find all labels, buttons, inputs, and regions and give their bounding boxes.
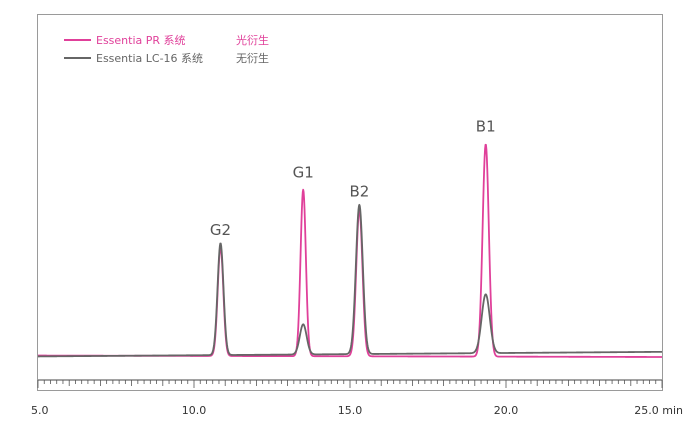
- series-layer: [37, 143, 663, 358]
- x-tick-label: 5.0: [31, 404, 49, 417]
- peak-label-b1: B1: [476, 118, 496, 136]
- legend-note-lc16: 无衍生: [236, 51, 269, 65]
- x-tick-label: 25.0 min: [634, 404, 683, 417]
- legend-label-lc16: Essentia LC-16 系统: [96, 52, 203, 65]
- x-tick-label: 10.0: [182, 404, 207, 417]
- x-axis: 5.0 10.0 15.0 20.0 25.0 min: [31, 379, 683, 417]
- peak-label-g2: G2: [210, 221, 231, 239]
- peak-label-g1: G1: [293, 164, 314, 182]
- x-tick-label: 20.0: [494, 404, 519, 417]
- x-tick-label: 15.0: [338, 404, 363, 417]
- peak-labels: G2 G1 B2 B1: [210, 118, 496, 239]
- legend-note-pr: 光衍生: [236, 33, 269, 47]
- legend-label-pr: Essentia PR 系统: [96, 34, 186, 47]
- series-line-lc16: [37, 203, 663, 358]
- legend: Essentia PR 系统 光衍生 Essentia LC-16 系统 无衍生: [64, 33, 269, 65]
- plot-frame: [37, 14, 663, 391]
- series-line-pr: [37, 143, 663, 358]
- peak-label-b2: B2: [349, 182, 369, 200]
